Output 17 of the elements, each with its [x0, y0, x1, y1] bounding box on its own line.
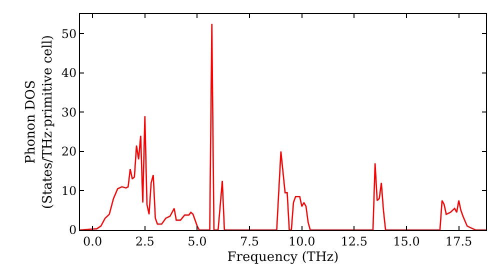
x-tick-label: 17.5 — [445, 234, 472, 248]
y-tick-label: 0 — [68, 223, 77, 238]
y-tick-label: 30 — [61, 105, 77, 120]
x-tick-label: 10.0 — [288, 234, 316, 248]
y-tick-label: 10 — [61, 184, 77, 198]
x-tick-label: 12.5 — [340, 234, 368, 248]
x-tick-label: 2.5 — [135, 234, 154, 248]
line-series — [80, 23, 486, 230]
x-tick-label: 7.5 — [240, 234, 260, 248]
y-axis-title: Phonon DOS (States/THz·primitive cell) — [23, 34, 56, 210]
x-tick-label: 0.0 — [83, 234, 102, 248]
y-tick-label: 40 — [61, 66, 77, 80]
x-axis-title: Frequency (THz) — [227, 250, 339, 265]
y-tick-label: 20 — [61, 144, 77, 159]
x-tick-label: 5.0 — [188, 234, 207, 248]
x-tick-label: 15.0 — [393, 234, 420, 248]
y-tick-label: 50 — [61, 26, 77, 41]
